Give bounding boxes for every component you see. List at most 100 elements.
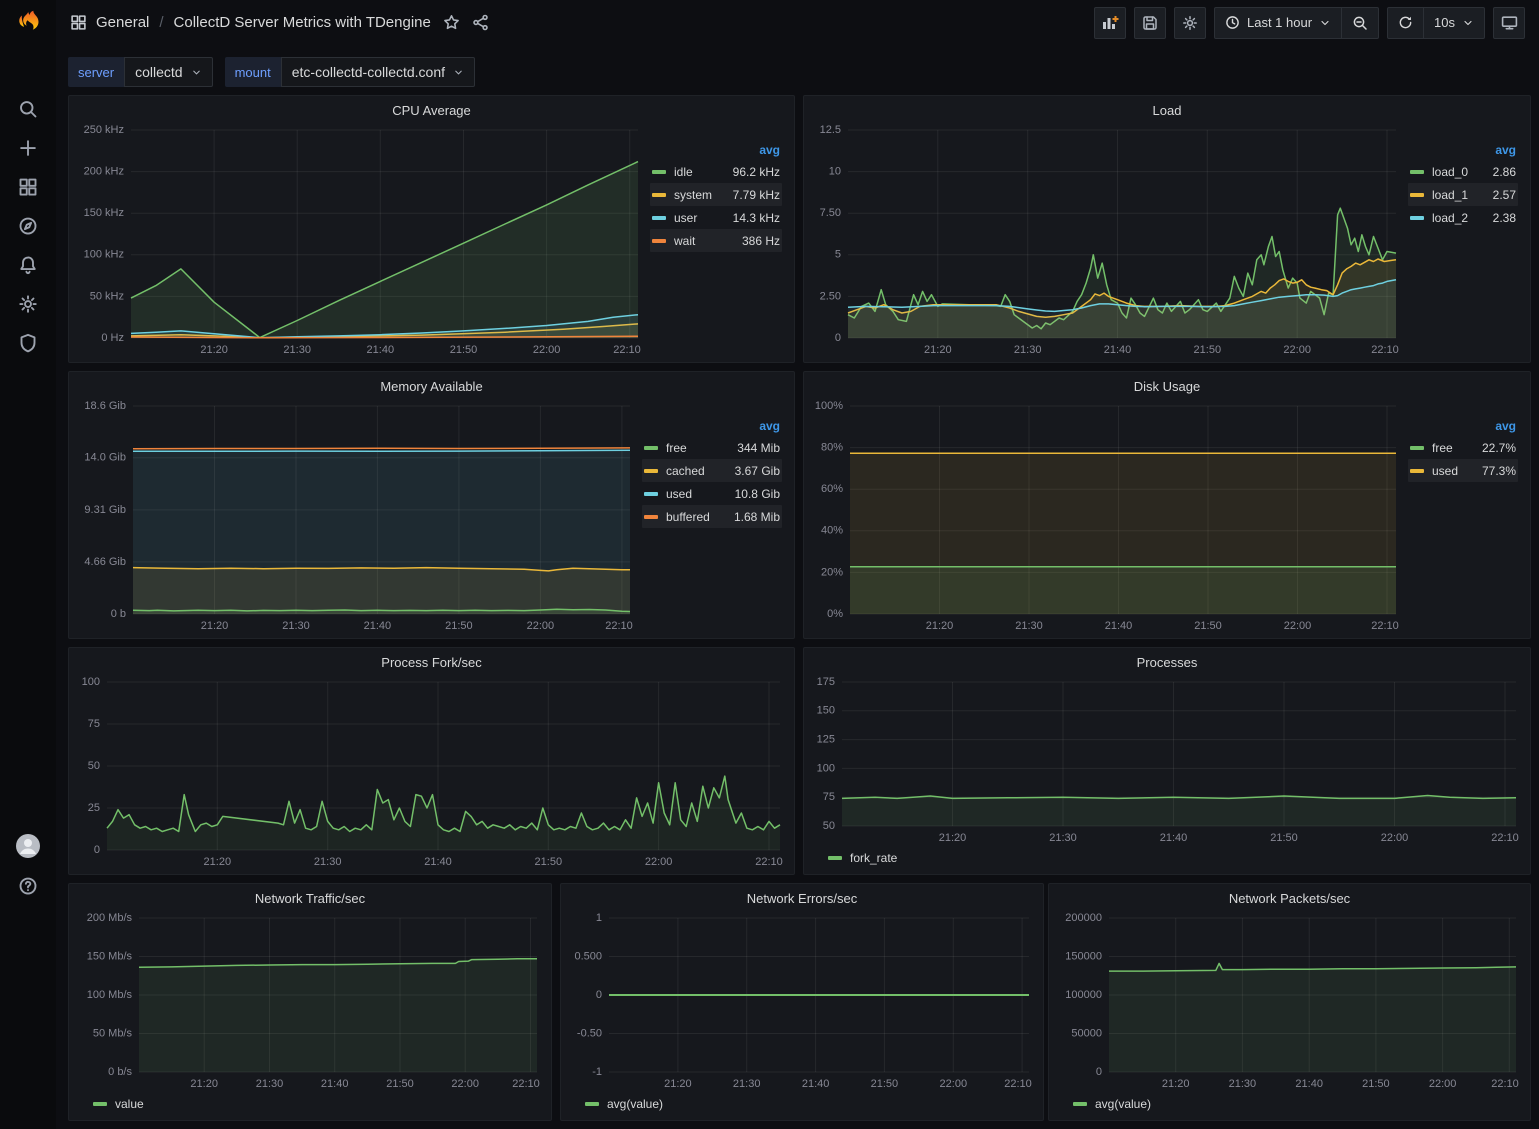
svg-text:21:20: 21:20 — [926, 620, 954, 632]
variable-mount-label: mount — [225, 57, 281, 87]
create-plus-icon[interactable] — [14, 134, 42, 162]
svg-text:150 Mb/s: 150 Mb/s — [87, 950, 133, 962]
panel-title[interactable]: Network Traffic/sec — [69, 884, 551, 912]
legend-item[interactable]: used10.8 Gib — [642, 482, 782, 505]
legend-network-errors: avg(value) — [569, 1092, 1035, 1116]
legend-item[interactable]: idle96.2 kHz — [650, 160, 782, 183]
svg-text:150: 150 — [817, 705, 835, 717]
svg-text:0 Hz: 0 Hz — [101, 332, 124, 344]
refresh-interval-label: 10s — [1434, 15, 1455, 30]
series-color-swatch — [1410, 170, 1424, 174]
svg-text:0%: 0% — [827, 608, 843, 620]
chart-network-traffic[interactable]: 0 b/s50 Mb/s100 Mb/s150 Mb/s200 Mb/s21:2… — [77, 912, 543, 1092]
chart-network-errors[interactable]: -1-0.5000.500121:2021:3021:4021:5022:002… — [569, 912, 1035, 1092]
save-dashboard-button[interactable] — [1134, 7, 1166, 39]
panel-title[interactable]: CPU Average — [69, 96, 794, 124]
svg-text:5: 5 — [835, 249, 841, 261]
explore-compass-icon[interactable] — [14, 212, 42, 240]
svg-text:7.50: 7.50 — [820, 207, 841, 219]
time-range-picker[interactable]: Last 1 hour — [1215, 8, 1341, 38]
legend-item[interactable]: load_12.57 — [1408, 183, 1518, 206]
panel-title[interactable]: Network Packets/sec — [1049, 884, 1530, 912]
svg-text:22:10: 22:10 — [755, 856, 783, 868]
chart-disk-usage[interactable]: 0%20%40%60%80%100%21:2021:3021:4021:5022… — [812, 400, 1402, 634]
legend-item[interactable]: value — [91, 1093, 146, 1116]
dashboard-title[interactable]: CollectD Server Metrics with TDengine — [174, 14, 431, 31]
legend-processes: fork_rate — [812, 846, 1522, 870]
panel-process-fork: Process Fork/sec 025507510021:2021:3021:… — [68, 647, 795, 875]
server-admin-shield-icon[interactable] — [14, 329, 42, 357]
search-icon[interactable] — [14, 95, 42, 123]
svg-text:75: 75 — [88, 718, 100, 730]
svg-text:22:00: 22:00 — [645, 856, 673, 868]
panel-title[interactable]: Processes — [804, 648, 1530, 676]
dashboards-icon[interactable] — [14, 173, 42, 201]
user-avatar[interactable] — [14, 832, 42, 860]
svg-text:60%: 60% — [821, 483, 843, 495]
chart-network-packets[interactable]: 05000010000015000020000021:2021:3021:402… — [1057, 912, 1522, 1092]
refresh-interval-dropdown[interactable]: 10s — [1423, 8, 1484, 38]
grafana-logo[interactable] — [14, 8, 42, 36]
chart-memory-available[interactable]: 0 b4.66 Gib9.31 Gib14.0 Gib18.6 Gib21:20… — [77, 400, 636, 634]
panel-title[interactable]: Load — [804, 96, 1530, 124]
zoom-out-button[interactable] — [1341, 8, 1378, 38]
series-color-swatch — [1410, 193, 1424, 197]
svg-text:175: 175 — [817, 676, 835, 688]
legend-item[interactable]: load_02.86 — [1408, 160, 1518, 183]
chart-load[interactable]: 02.5057.501012.521:2021:3021:4021:5022:0… — [812, 124, 1402, 358]
legend-item[interactable]: cached3.67 Gib — [642, 459, 782, 482]
svg-text:22:10: 22:10 — [1371, 344, 1399, 356]
configuration-gear-icon[interactable] — [14, 290, 42, 318]
legend-item[interactable]: buffered1.68 Mib — [642, 505, 782, 528]
sidebar — [0, 0, 56, 1129]
series-avg-value: 2.86 — [1493, 165, 1516, 179]
cycle-view-button[interactable] — [1493, 7, 1525, 39]
chart-process-fork[interactable]: 025507510021:2021:3021:4021:5022:0022:10 — [77, 676, 786, 870]
alerting-bell-icon[interactable] — [14, 251, 42, 279]
legend-item[interactable]: avg(value) — [1071, 1093, 1153, 1116]
variable-server-dropdown[interactable]: collectd — [124, 57, 212, 87]
svg-text:22:00: 22:00 — [1429, 1078, 1457, 1090]
legend-item[interactable]: used77.3% — [1408, 459, 1518, 482]
legend-item[interactable]: system7.79 kHz — [650, 183, 782, 206]
svg-text:0.500: 0.500 — [574, 950, 602, 962]
legend-item[interactable]: fork_rate — [826, 847, 899, 870]
svg-text:21:50: 21:50 — [386, 1078, 414, 1090]
breadcrumb-folder[interactable]: General — [96, 14, 149, 31]
legend-item[interactable]: user14.3 kHz — [650, 206, 782, 229]
series-color-swatch — [652, 216, 666, 220]
topnav-actions: Last 1 hour 10s — [1094, 7, 1525, 39]
series-color-swatch — [644, 446, 658, 450]
dashboard-settings-button[interactable] — [1174, 7, 1206, 39]
panel-title[interactable]: Memory Available — [69, 372, 794, 400]
legend-item[interactable]: free22.7% — [1408, 436, 1518, 459]
legend-item[interactable]: wait386 Hz — [650, 229, 782, 252]
legend-item[interactable]: free344 Mib — [642, 436, 782, 459]
series-avg-value: 96.2 kHz — [733, 165, 780, 179]
legend-network-packets: avg(value) — [1057, 1092, 1522, 1116]
variable-mount-dropdown[interactable]: etc-collectd-collectd.conf — [281, 57, 475, 87]
refresh-button[interactable] — [1388, 8, 1423, 38]
svg-text:0 b/s: 0 b/s — [108, 1066, 132, 1078]
svg-text:21:40: 21:40 — [1295, 1078, 1323, 1090]
series-name: load_2 — [1432, 211, 1468, 225]
legend-item[interactable]: avg(value) — [583, 1093, 665, 1116]
svg-text:125: 125 — [817, 734, 835, 746]
legend-item[interactable]: load_22.38 — [1408, 206, 1518, 229]
chart-cpu-average[interactable]: 0 Hz50 kHz100 kHz150 kHz200 kHz250 kHz21… — [77, 124, 644, 358]
panel-title[interactable]: Process Fork/sec — [69, 648, 794, 676]
add-panel-button[interactable] — [1094, 7, 1126, 39]
svg-text:0: 0 — [596, 989, 602, 1001]
help-icon[interactable] — [14, 872, 42, 900]
panel-title[interactable]: Disk Usage — [804, 372, 1530, 400]
chart-processes[interactable]: 507510012515017521:2021:3021:4021:5022:0… — [812, 676, 1522, 846]
share-icon[interactable] — [472, 14, 489, 31]
chevron-down-icon — [453, 67, 464, 78]
star-icon[interactable] — [443, 14, 460, 31]
svg-text:22:10: 22:10 — [1491, 832, 1519, 844]
panel-title[interactable]: Network Errors/sec — [561, 884, 1043, 912]
svg-text:10: 10 — [829, 166, 841, 178]
series-name: buffered — [666, 510, 710, 524]
legend-load: avgload_02.86load_12.57load_22.38 — [1402, 124, 1522, 358]
svg-text:1: 1 — [596, 912, 602, 924]
